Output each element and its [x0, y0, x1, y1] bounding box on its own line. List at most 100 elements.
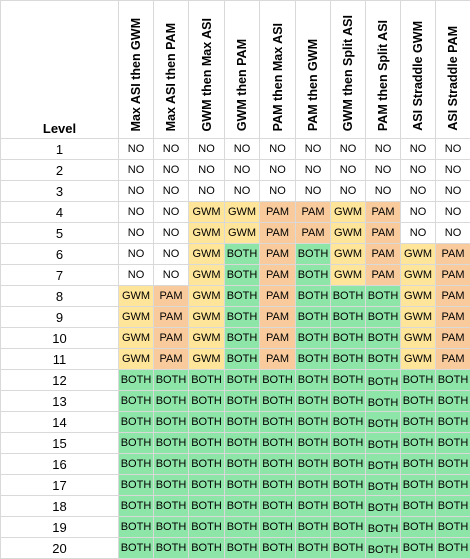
- status-cell[interactable]: BOTH: [366, 475, 401, 496]
- status-cell[interactable]: NO: [154, 202, 189, 223]
- status-cell[interactable]: BOTH: [189, 475, 225, 496]
- status-cell[interactable]: BOTH: [331, 517, 366, 538]
- status-cell[interactable]: BOTH: [154, 496, 189, 517]
- status-cell[interactable]: BOTH: [154, 475, 189, 496]
- status-cell[interactable]: BOTH: [154, 391, 189, 412]
- status-cell[interactable]: BOTH: [119, 454, 154, 475]
- status-cell[interactable]: BOTH: [296, 475, 331, 496]
- level-cell[interactable]: 18: [1, 496, 119, 517]
- status-cell[interactable]: BOTH: [366, 307, 401, 328]
- status-cell[interactable]: BOTH: [260, 412, 296, 433]
- status-cell[interactable]: NO: [154, 265, 189, 286]
- status-cell[interactable]: NO: [296, 160, 331, 181]
- status-cell[interactable]: PAM: [366, 202, 401, 223]
- status-cell[interactable]: PAM: [436, 328, 470, 349]
- status-cell[interactable]: BOTH: [260, 517, 296, 538]
- status-cell[interactable]: BOTH: [189, 538, 225, 559]
- status-cell[interactable]: GWM: [189, 223, 225, 244]
- status-cell[interactable]: BOTH: [331, 454, 366, 475]
- status-cell[interactable]: GWM: [119, 307, 154, 328]
- status-cell[interactable]: BOTH: [436, 454, 470, 475]
- status-cell[interactable]: BOTH: [189, 391, 225, 412]
- status-cell[interactable]: BOTH: [436, 433, 470, 454]
- status-cell[interactable]: BOTH: [296, 454, 331, 475]
- status-cell[interactable]: PAM: [436, 286, 470, 307]
- level-cell[interactable]: 1: [1, 139, 119, 160]
- status-cell[interactable]: BOTH: [331, 307, 366, 328]
- level-cell[interactable]: 17: [1, 475, 119, 496]
- status-cell[interactable]: NO: [436, 223, 470, 244]
- status-cell[interactable]: BOTH: [366, 349, 401, 370]
- status-cell[interactable]: PAM: [436, 349, 470, 370]
- status-cell[interactable]: BOTH: [154, 433, 189, 454]
- status-cell[interactable]: GWM: [401, 349, 436, 370]
- status-cell[interactable]: PAM: [436, 265, 470, 286]
- status-cell[interactable]: BOTH: [189, 433, 225, 454]
- status-cell[interactable]: PAM: [436, 244, 470, 265]
- status-cell[interactable]: NO: [331, 139, 366, 160]
- level-cell[interactable]: 12: [1, 370, 119, 391]
- status-cell[interactable]: BOTH: [296, 496, 331, 517]
- status-cell[interactable]: NO: [119, 139, 154, 160]
- status-cell[interactable]: BOTH: [401, 391, 436, 412]
- level-cell[interactable]: 3: [1, 181, 119, 202]
- status-cell[interactable]: GWM: [189, 349, 225, 370]
- status-cell[interactable]: BOTH: [225, 328, 260, 349]
- status-cell[interactable]: NO: [154, 139, 189, 160]
- status-cell[interactable]: NO: [154, 223, 189, 244]
- status-cell[interactable]: BOTH: [331, 433, 366, 454]
- status-cell[interactable]: BOTH: [331, 328, 366, 349]
- status-cell[interactable]: BOTH: [189, 496, 225, 517]
- status-cell[interactable]: NO: [225, 160, 260, 181]
- column-header[interactable]: GWM then Max ASI: [189, 1, 225, 139]
- status-cell[interactable]: NO: [401, 160, 436, 181]
- status-cell[interactable]: PAM: [154, 307, 189, 328]
- status-cell[interactable]: GWM: [401, 307, 436, 328]
- status-cell[interactable]: BOTH: [154, 517, 189, 538]
- status-cell[interactable]: NO: [366, 160, 401, 181]
- status-cell[interactable]: BOTH: [189, 412, 225, 433]
- status-cell[interactable]: NO: [154, 181, 189, 202]
- status-cell[interactable]: BOTH: [225, 349, 260, 370]
- status-cell[interactable]: BOTH: [366, 370, 401, 391]
- status-cell[interactable]: BOTH: [296, 538, 331, 559]
- status-cell[interactable]: BOTH: [366, 412, 401, 433]
- status-cell[interactable]: NO: [119, 265, 154, 286]
- status-cell[interactable]: BOTH: [436, 412, 470, 433]
- status-cell[interactable]: BOTH: [436, 496, 470, 517]
- status-cell[interactable]: GWM: [331, 223, 366, 244]
- status-cell[interactable]: BOTH: [296, 349, 331, 370]
- status-cell[interactable]: NO: [436, 181, 470, 202]
- level-cell[interactable]: 15: [1, 433, 119, 454]
- status-cell[interactable]: PAM: [260, 265, 296, 286]
- status-cell[interactable]: BOTH: [366, 286, 401, 307]
- status-cell[interactable]: NO: [436, 202, 470, 223]
- status-cell[interactable]: BOTH: [296, 517, 331, 538]
- level-cell[interactable]: 5: [1, 223, 119, 244]
- column-header[interactable]: GWM then PAM: [225, 1, 260, 139]
- status-cell[interactable]: GWM: [401, 328, 436, 349]
- status-cell[interactable]: GWM: [189, 328, 225, 349]
- status-cell[interactable]: NO: [189, 160, 225, 181]
- status-cell[interactable]: PAM: [296, 223, 331, 244]
- status-cell[interactable]: GWM: [331, 202, 366, 223]
- status-cell[interactable]: BOTH: [331, 349, 366, 370]
- status-cell[interactable]: BOTH: [296, 433, 331, 454]
- status-cell[interactable]: NO: [154, 244, 189, 265]
- status-cell[interactable]: NO: [119, 223, 154, 244]
- status-cell[interactable]: BOTH: [331, 475, 366, 496]
- level-cell[interactable]: 7: [1, 265, 119, 286]
- status-cell[interactable]: PAM: [260, 307, 296, 328]
- column-header[interactable]: PAM then GWM: [296, 1, 331, 139]
- status-cell[interactable]: GWM: [119, 349, 154, 370]
- status-cell[interactable]: NO: [189, 181, 225, 202]
- level-cell[interactable]: 19: [1, 517, 119, 538]
- status-cell[interactable]: GWM: [189, 265, 225, 286]
- column-header[interactable]: Max ASI then GWM: [119, 1, 154, 139]
- column-header[interactable]: GWM then Split ASI: [331, 1, 366, 139]
- status-cell[interactable]: BOTH: [225, 286, 260, 307]
- status-cell[interactable]: GWM: [189, 202, 225, 223]
- status-cell[interactable]: BOTH: [401, 496, 436, 517]
- level-cell[interactable]: 8: [1, 286, 119, 307]
- status-cell[interactable]: NO: [189, 139, 225, 160]
